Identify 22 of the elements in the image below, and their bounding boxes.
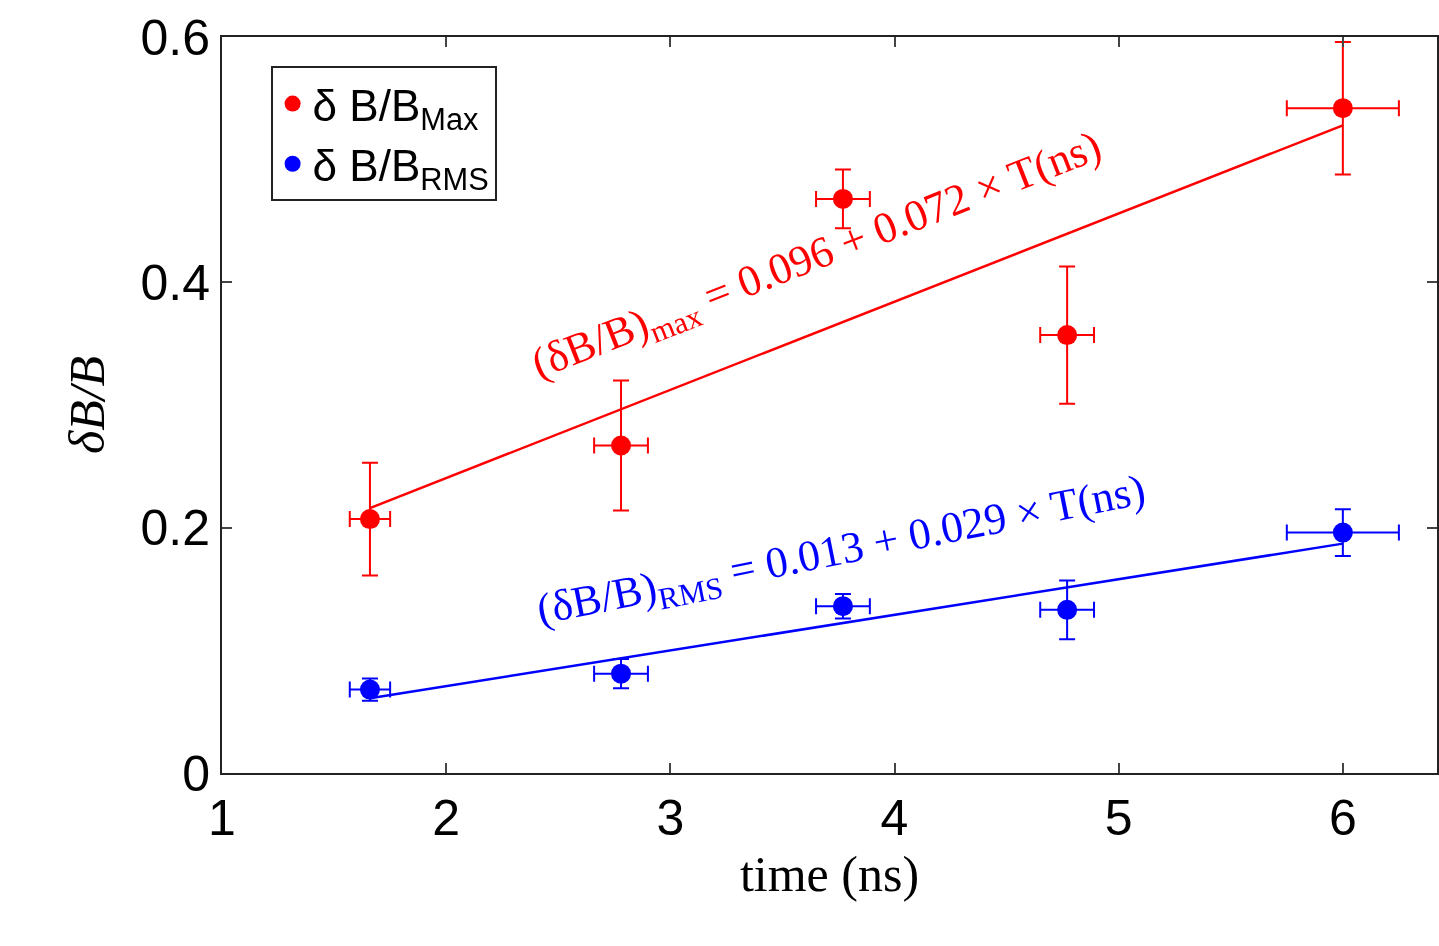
y-tick-label: 0 bbox=[182, 745, 210, 802]
legend-label: δ B/B$_{Max}$ bbox=[312, 80, 480, 137]
y-tick-label: 0.4 bbox=[140, 254, 210, 311]
y-axis-title: δB/B bbox=[58, 355, 115, 455]
legend-label: δ B/B$_{RMS}$ bbox=[312, 140, 489, 198]
y-tick-label: 0.2 bbox=[140, 500, 210, 557]
x-tick-label: 6 bbox=[1328, 790, 1357, 846]
x-tick-label: 2 bbox=[432, 790, 461, 846]
point bbox=[1057, 599, 1078, 620]
x-tick-label: 1 bbox=[208, 790, 236, 846]
point bbox=[1057, 325, 1078, 346]
point bbox=[611, 435, 632, 456]
point bbox=[1332, 98, 1353, 119]
point bbox=[1332, 522, 1353, 543]
y-tick-label: 0.6 bbox=[140, 9, 210, 66]
x-tick-label: 5 bbox=[1104, 790, 1133, 846]
point bbox=[832, 188, 853, 209]
point bbox=[611, 663, 632, 684]
x-tick-label: 3 bbox=[656, 790, 685, 846]
point bbox=[359, 509, 380, 530]
x-axis-title: time (ns) bbox=[739, 846, 920, 902]
x-tick-label: 4 bbox=[880, 790, 909, 846]
